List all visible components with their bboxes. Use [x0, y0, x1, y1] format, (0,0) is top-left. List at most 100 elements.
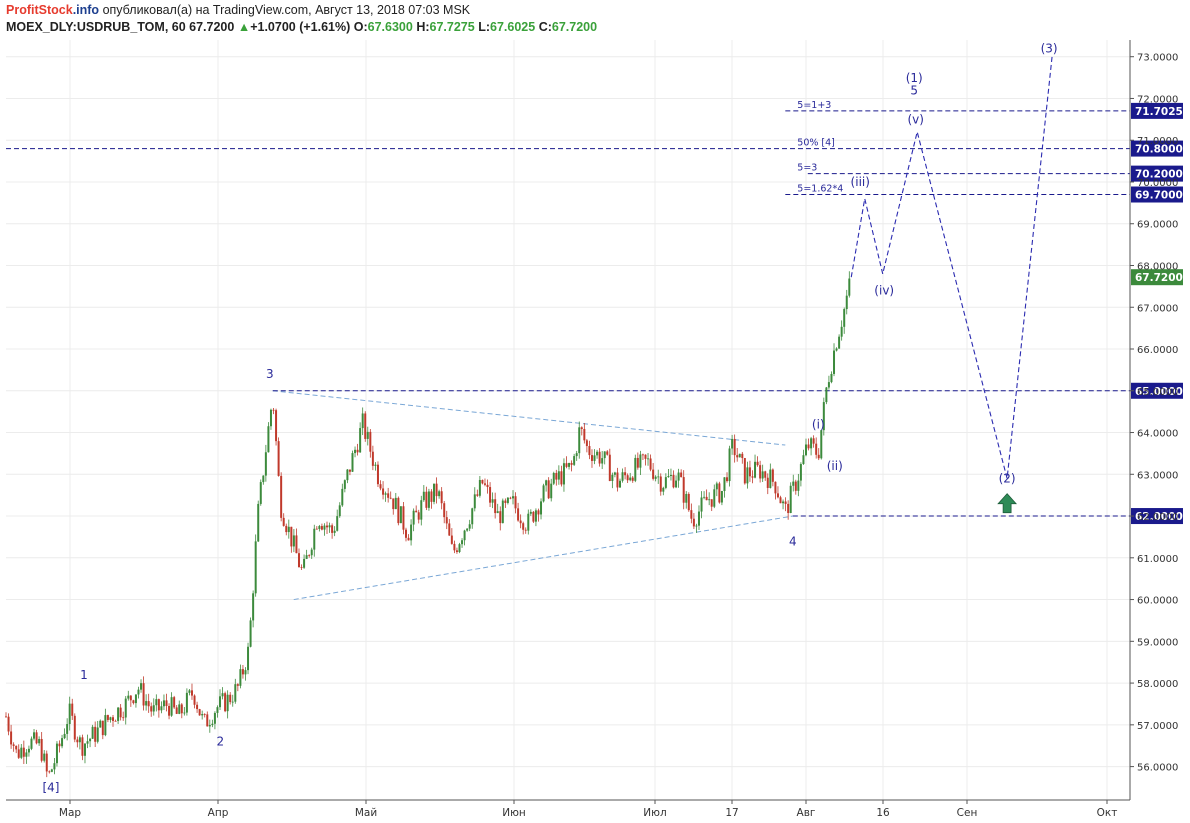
- candle-body: [779, 497, 782, 504]
- x-tick-label: Авг: [797, 807, 816, 819]
- price-change: +1.0700 (+1.61%): [250, 20, 351, 34]
- candle-body: [285, 525, 288, 533]
- brand-name[interactable]: ProfitStock: [6, 3, 73, 17]
- candle-body: [611, 474, 614, 481]
- candle-body: [613, 472, 616, 475]
- candle-body: [695, 525, 698, 527]
- candle-body: [410, 524, 413, 541]
- candle-body: [27, 748, 30, 753]
- candle-body: [754, 461, 757, 478]
- candle-body: [804, 444, 807, 456]
- level-price-tag: [1131, 165, 1183, 182]
- candle-body: [545, 480, 548, 486]
- candle-body: [229, 694, 232, 703]
- candle-body: [338, 505, 341, 517]
- candle-body: [226, 694, 229, 712]
- candle-body: [797, 480, 800, 491]
- candle-body: [443, 503, 446, 518]
- y-tick-label: 60.0000: [1137, 596, 1178, 607]
- candle-body: [736, 455, 739, 458]
- candle-body: [129, 695, 132, 701]
- candle-body: [527, 513, 530, 531]
- candle-body: [715, 483, 718, 490]
- y-tick-label: 64.0000: [1137, 429, 1178, 440]
- candle-body: [578, 427, 581, 454]
- candle-body: [433, 483, 436, 502]
- candle-body: [249, 620, 252, 647]
- candle-body: [78, 737, 81, 743]
- candle-body: [137, 689, 140, 695]
- up-arrow-icon: [997, 493, 1018, 514]
- candle-body: [573, 456, 576, 465]
- brand-domain[interactable]: .info: [72, 3, 100, 17]
- open-value: 67.6300: [367, 20, 413, 34]
- symbol-name[interactable]: MOEX_DLY:USDRUB_TOM, 60: [6, 20, 186, 34]
- candle-body: [303, 558, 306, 568]
- candle-body: [692, 518, 695, 527]
- candle-body: [565, 463, 568, 467]
- candle-body: [603, 451, 606, 459]
- chart-header: ProfitStock.info опубликовал(а) на Tradi…: [6, 2, 597, 36]
- candle-body: [185, 692, 188, 713]
- high-value: 67.7275: [429, 20, 475, 34]
- wave-label: 1: [80, 668, 88, 682]
- candle-body: [305, 555, 308, 559]
- candle-body: [247, 646, 250, 671]
- candle-body: [631, 477, 634, 481]
- candle-body: [636, 457, 639, 468]
- y-tick-label: 66.0000: [1137, 345, 1178, 356]
- candle-body: [473, 494, 476, 509]
- x-tick-label: Сен: [957, 807, 978, 819]
- level-price-tag: [1131, 140, 1183, 157]
- candle-body: [323, 525, 326, 530]
- candle-body: [17, 749, 20, 758]
- candle-body: [501, 500, 504, 524]
- candle-body: [10, 731, 13, 745]
- candle-body: [208, 725, 211, 727]
- candle-body: [15, 745, 18, 750]
- candle-body: [588, 446, 591, 456]
- candle-body: [280, 475, 283, 518]
- candle-body: [759, 465, 762, 479]
- candle-body: [221, 693, 224, 697]
- wave-label: (2): [999, 472, 1016, 486]
- candle-body: [252, 593, 255, 621]
- candle-body: [499, 511, 502, 524]
- candle-body: [700, 497, 703, 512]
- horizontal-levels[interactable]: 71.7025 5=1+3 70.8000 50% [4] 70.2000 5=3 69.7…: [6, 100, 1183, 525]
- candle-body: [155, 699, 158, 706]
- level-price-tag: [1131, 382, 1183, 399]
- candle-body: [173, 697, 176, 708]
- candle-body: [667, 476, 670, 478]
- candle-body: [351, 453, 354, 472]
- wave-label: (iii): [851, 175, 870, 189]
- candle-body: [267, 426, 270, 453]
- candle-body: [427, 491, 430, 508]
- candle-body: [61, 738, 64, 747]
- candle-body: [142, 683, 145, 706]
- candle-body: [313, 528, 316, 550]
- candle-body: [336, 516, 339, 531]
- candle-body: [547, 480, 550, 499]
- candle-body: [751, 476, 754, 478]
- close-value: 67.7200: [551, 20, 598, 34]
- triangle-upper-line: [272, 390, 786, 446]
- candle-body: [384, 493, 387, 495]
- candle-body: [22, 747, 25, 757]
- candle-body: [690, 510, 693, 519]
- candle-body: [211, 723, 214, 726]
- candle-body: [585, 440, 588, 447]
- candle-body: [509, 497, 512, 499]
- candle-body: [389, 497, 392, 499]
- candle-body: [575, 453, 578, 457]
- candle-body: [262, 475, 265, 483]
- candle-body: [157, 699, 160, 711]
- candle-body: [213, 712, 216, 724]
- candle-body: [483, 483, 486, 485]
- candle-body: [822, 402, 825, 431]
- candle-body: [644, 454, 647, 459]
- candle-body: [140, 683, 143, 690]
- candle-body: [723, 477, 726, 492]
- candle-body: [94, 726, 97, 742]
